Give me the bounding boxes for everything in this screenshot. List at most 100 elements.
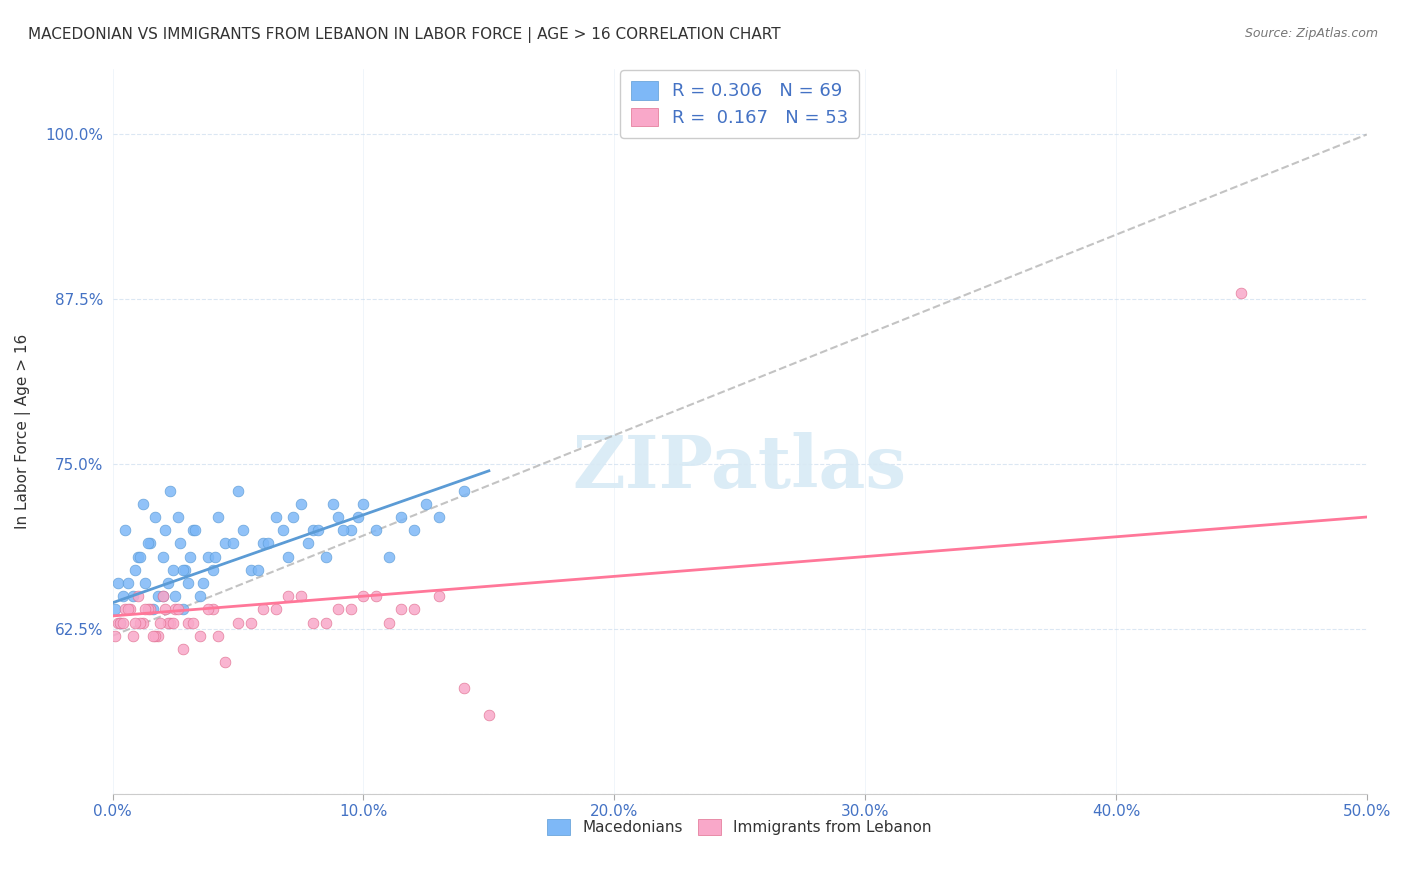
Point: [226, 483, 249, 498]
Point: [121, 589, 143, 603]
Point: [127, 589, 149, 603]
Point: [114, 602, 136, 616]
Point: [427, 589, 450, 603]
Point: [377, 615, 399, 630]
Point: [172, 563, 194, 577]
Point: [129, 549, 152, 564]
Point: [328, 510, 350, 524]
Text: ZIPatlas: ZIPatlas: [572, 432, 907, 503]
Point: [197, 549, 219, 564]
Point: [179, 549, 201, 564]
Point: [257, 536, 280, 550]
Point: [134, 602, 156, 616]
Point: [340, 523, 363, 537]
Point: [204, 549, 226, 564]
Point: [111, 589, 134, 603]
Point: [322, 497, 344, 511]
Point: [177, 576, 200, 591]
Point: [347, 510, 370, 524]
Point: [134, 576, 156, 591]
Point: [159, 615, 181, 630]
Point: [377, 549, 399, 564]
Point: [132, 497, 155, 511]
Point: [124, 615, 146, 630]
Point: [166, 510, 188, 524]
Point: [156, 615, 179, 630]
Point: [191, 576, 214, 591]
Point: [353, 589, 375, 603]
Point: [283, 510, 305, 524]
Point: [172, 602, 194, 616]
Point: [214, 536, 236, 550]
Point: [142, 629, 165, 643]
Point: [155, 523, 177, 537]
Point: [453, 483, 475, 498]
Point: [277, 549, 299, 564]
Point: [427, 510, 450, 524]
Point: [252, 602, 274, 616]
Point: [201, 563, 224, 577]
Point: [121, 629, 143, 643]
Point: [277, 589, 299, 603]
Point: [143, 510, 166, 524]
Point: [139, 536, 162, 550]
Point: [169, 536, 191, 550]
Point: [389, 510, 412, 524]
Point: [114, 523, 136, 537]
Point: [315, 615, 337, 630]
Point: [232, 523, 254, 537]
Point: [152, 589, 174, 603]
Point: [271, 523, 294, 537]
Point: [172, 641, 194, 656]
Point: [364, 523, 387, 537]
Point: [152, 549, 174, 564]
Point: [290, 589, 312, 603]
Point: [207, 629, 229, 643]
Point: [197, 602, 219, 616]
Point: [117, 576, 139, 591]
Point: [165, 589, 187, 603]
Point: [149, 615, 172, 630]
Point: [159, 483, 181, 498]
Point: [142, 602, 165, 616]
Point: [297, 536, 319, 550]
Point: [328, 602, 350, 616]
Point: [302, 523, 325, 537]
Point: [136, 602, 159, 616]
Point: [117, 602, 139, 616]
Point: [165, 602, 187, 616]
Point: [174, 563, 197, 577]
Point: [124, 563, 146, 577]
Point: [340, 602, 363, 616]
Point: [207, 510, 229, 524]
Point: [132, 615, 155, 630]
Point: [453, 681, 475, 696]
Point: [302, 615, 325, 630]
Point: [181, 615, 204, 630]
Point: [155, 602, 177, 616]
Point: [389, 602, 412, 616]
Point: [478, 707, 501, 722]
Point: [127, 549, 149, 564]
Point: [181, 523, 204, 537]
Point: [239, 563, 262, 577]
Point: [226, 615, 249, 630]
Point: [152, 589, 174, 603]
Point: [166, 602, 188, 616]
Point: [177, 615, 200, 630]
Point: [104, 629, 127, 643]
Point: [136, 536, 159, 550]
Point: [107, 615, 129, 630]
Point: [120, 602, 142, 616]
Point: [139, 602, 162, 616]
Point: [143, 629, 166, 643]
Point: [129, 615, 152, 630]
Point: [108, 615, 131, 630]
Point: [111, 615, 134, 630]
Point: [353, 497, 375, 511]
Point: [190, 629, 212, 643]
Point: [201, 602, 224, 616]
Point: [290, 497, 312, 511]
Point: [222, 536, 245, 550]
Point: [264, 510, 287, 524]
